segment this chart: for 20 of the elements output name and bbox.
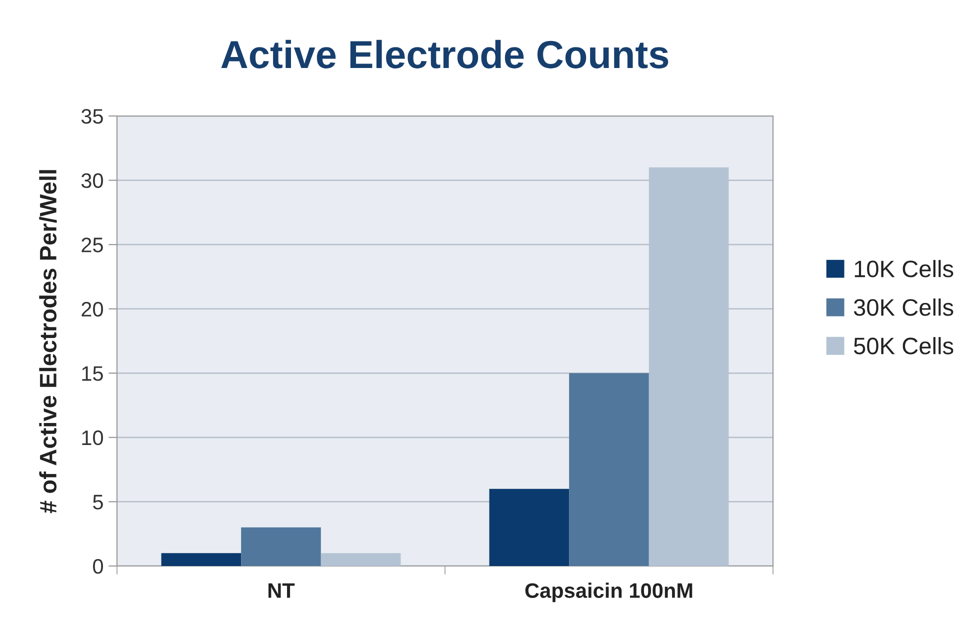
y-tick-label: 20 <box>82 302 103 317</box>
legend-label: 30K Cells <box>854 298 954 316</box>
bar <box>241 527 321 566</box>
bar <box>489 488 570 566</box>
y-tick-label: 15 <box>82 366 103 381</box>
x-tick-label: Capsaicin 100nM <box>525 582 692 602</box>
bar <box>320 553 401 566</box>
chart-title: Active Electrode Counts <box>221 40 668 68</box>
bar <box>161 553 242 566</box>
y-tick-label: 10 <box>82 430 103 446</box>
y-tick-label: 30 <box>81 173 103 188</box>
y-tick-label: 0 <box>93 559 103 574</box>
y-tick-label: 25 <box>82 238 103 252</box>
y-tick-label: 35 <box>81 109 103 124</box>
legend-label: 50K Cells <box>854 337 954 354</box>
y-axis-title: # of Active Electrodes Per/Well <box>39 170 57 514</box>
bar <box>569 373 649 566</box>
x-tick-label: NT <box>268 583 295 598</box>
legend-label: 10K Cells <box>854 260 954 278</box>
y-tick-label: 5 <box>93 494 103 510</box>
